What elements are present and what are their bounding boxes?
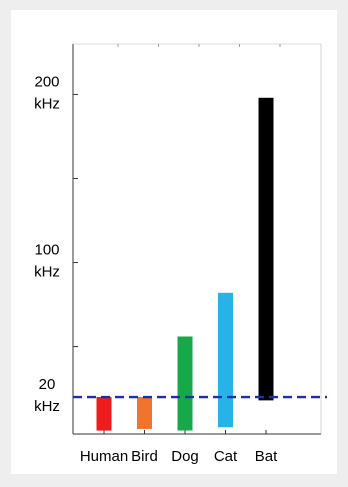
y-tick-unit-20: kHz: [34, 398, 60, 415]
figure-panel: 20 kHz 100 kHz 200 kHz Human Bird Dog Cat Bat: [11, 10, 337, 474]
y-tick-unit-200: kHz: [34, 95, 60, 112]
bars: [96, 97, 274, 431]
category-labels: Human Bird Dog Cat Bat: [80, 448, 278, 465]
category-label-human: Human: [80, 448, 128, 465]
range-bar-dog: [177, 336, 193, 431]
range-bar-bat: [258, 97, 274, 401]
y-tick-labels: 20 kHz 100 kHz 200 kHz: [34, 73, 60, 415]
y-tick-label-200: 200: [34, 73, 59, 90]
category-label-dog: Dog: [171, 448, 199, 465]
range-bar-human: [96, 397, 112, 431]
y-tick-label-100: 100: [34, 242, 59, 259]
range-bar-bird: [137, 397, 152, 429]
category-label-bat: Bat: [255, 448, 278, 465]
y-tick-label-20: 20: [39, 376, 56, 393]
y-tick-unit-100: kHz: [34, 264, 60, 281]
category-label-cat: Cat: [214, 448, 238, 465]
category-label-bird: Bird: [131, 448, 158, 465]
hearing-range-chart: 20 kHz 100 kHz 200 kHz Human Bird Dog Cat Bat: [34, 43, 327, 465]
axes: [72, 43, 322, 435]
range-bar-cat: [218, 292, 233, 428]
